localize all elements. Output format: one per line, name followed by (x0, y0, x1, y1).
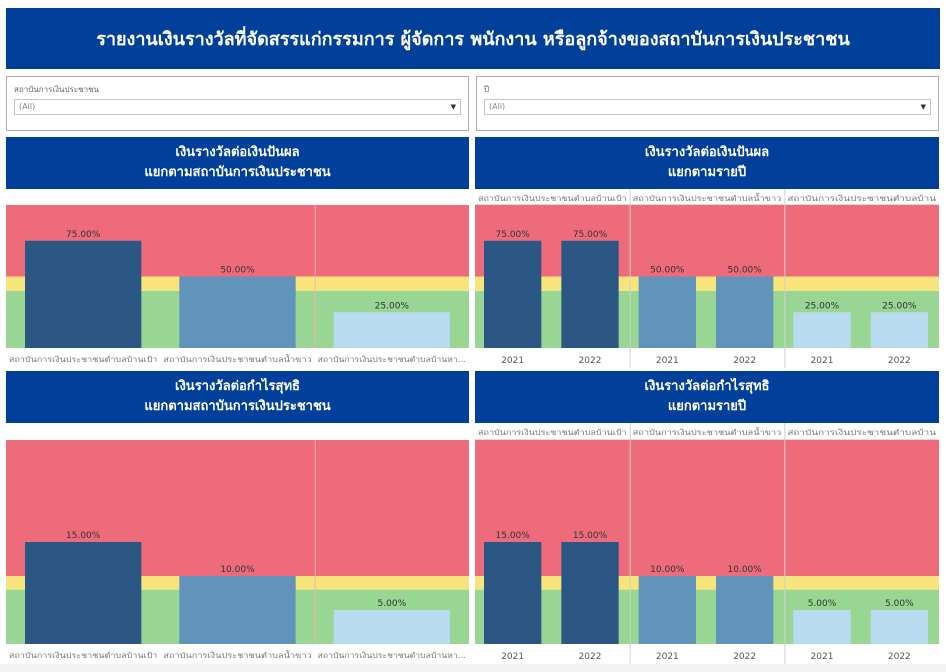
bar-value-label: 25.00% (882, 301, 917, 311)
chart-netprofit-by-year: สถาบันการเงินประชาชนตำบลบ้านเป้า สถาบันกา… (475, 423, 939, 664)
panel-title: เงินรางวัลต่อกำไรสุทธิ แยกตามสถาบันการเง… (6, 371, 469, 423)
bar-value-label: 5.00% (378, 599, 407, 609)
x-tick-label: สถาบันการเงินประชาชนตำบลบ้านหา... (318, 355, 466, 364)
panel-title: เงินรางวัลต่อเงินปันผล แยกตามรายปี (475, 137, 939, 189)
group-header-label: สถาบันการเงินประชาชนตำบลบ้าน (787, 428, 936, 437)
bar-value-label: 10.00% (650, 565, 685, 575)
chart-title: เงินรางวัลต่อเงินปันผล (644, 145, 770, 160)
x-tick-label: สถาบันการเงินประชาชนตำบลน้ำขาว (163, 354, 311, 364)
bar (716, 276, 774, 348)
chart-dividend-by-institution: 75.00% สถาบันการเงินประชาชนตำบลบ้านเป้า 50… (6, 205, 469, 364)
bar (333, 610, 450, 644)
bar (25, 542, 142, 644)
x-tick-label: 2022 (888, 652, 911, 662)
bar (638, 276, 696, 348)
x-tick-label: 2022 (733, 356, 756, 366)
chart-subtitle: แยกตามรายปี (667, 165, 747, 180)
footer-strip (0, 664, 946, 672)
bar-value-label: 10.00% (220, 565, 255, 575)
x-tick-label: 2022 (579, 356, 602, 366)
x-tick-label: 2021 (501, 356, 524, 366)
year-filter: ปี (All) ▼ (476, 76, 939, 131)
bar-value-label: 10.00% (728, 565, 763, 575)
bar-value-label: 75.00% (496, 230, 531, 240)
panel-title: เงินรางวัลต่อเงินปันผล แยกตามสถาบันการเง… (6, 137, 469, 189)
group-header-label: สถาบันการเงินประชาชนตำบลบ้านเป้า (478, 428, 627, 437)
x-tick-label: สถาบันการเงินประชาชนตำบลบ้านหา... (318, 651, 466, 660)
panel-title: เงินรางวัลต่อกำไรสุทธิ แยกตามรายปี (475, 371, 939, 423)
x-tick-label: 2021 (656, 652, 679, 662)
x-tick-label: 2021 (811, 356, 834, 366)
report-title-banner: รายงานเงินรางวัลที่จัดสรรแก่กรรมการ ผู้จ… (6, 8, 940, 69)
dropdown-arrow-icon[interactable]: ▼ (920, 103, 926, 111)
bar (179, 576, 296, 644)
panel-netprofit-by-institution: เงินรางวัลต่อกำไรสุทธิ แยกตามสถาบันการเง… (6, 371, 469, 664)
year-filter-select[interactable]: (All) ▼ (484, 99, 931, 115)
x-tick-label: 2022 (579, 652, 602, 662)
x-tick-label: 2021 (501, 652, 524, 662)
band-red (475, 440, 939, 576)
chart-title: เงินรางวัลต่อเงินปันผล (175, 145, 300, 160)
bar (484, 240, 542, 348)
x-tick-label: 2022 (733, 652, 756, 662)
bar (561, 240, 619, 348)
panel-dividend-by-year: เงินรางวัลต่อเงินปันผล แยกตามรายปี สถาบั… (475, 137, 939, 369)
group-header-label: สถาบันการเงินประชาชนตำบลน้ำขาว (633, 193, 782, 203)
bar-value-label: 25.00% (805, 301, 840, 311)
group-header-label: สถาบันการเงินประชาชนตำบลบ้านเป้า (478, 194, 627, 203)
panel-dividend-by-institution: เงินรางวัลต่อเงินปันผล แยกตามสถาบันการเง… (6, 137, 469, 369)
bar (333, 312, 450, 348)
chart-dividend-by-year: สถาบันการเงินประชาชนตำบลบ้านเป้า สถาบันกา… (475, 189, 939, 368)
bar-value-label: 15.00% (496, 531, 531, 541)
bar (870, 610, 928, 644)
bar-value-label: 15.00% (573, 531, 608, 541)
bar (561, 542, 619, 644)
institution-filter-value: (All) (19, 102, 36, 111)
bar (716, 576, 774, 644)
year-filter-value: (All) (489, 102, 506, 111)
bar-value-label: 50.00% (728, 266, 763, 276)
bar-value-label: 5.00% (885, 599, 914, 609)
group-header-label: สถาบันการเงินประชาชนตำบลน้ำขาว (633, 427, 782, 437)
x-tick-label: 2021 (656, 356, 679, 366)
panel-netprofit-by-year: เงินรางวัลต่อกำไรสุทธิ แยกตามรายปี สถาบั… (475, 371, 939, 664)
bar (484, 542, 542, 644)
band-green (475, 290, 939, 348)
x-tick-label: 2022 (888, 356, 911, 366)
chart-subtitle: แยกตามสถาบันการเงินประชาชน (144, 399, 331, 414)
band-green (475, 589, 939, 644)
x-tick-label: สถาบันการเงินประชาชนตำบลน้ำขาว (163, 650, 311, 660)
x-tick-label: สถาบันการเงินประชาชนตำบลบ้านเป้า (9, 355, 157, 364)
chart-subtitle: แยกตามสถาบันการเงินประชาชน (144, 165, 331, 180)
bar-value-label: 75.00% (573, 230, 608, 240)
band-yellow (475, 576, 939, 590)
report-title: รายงานเงินรางวัลที่จัดสรรแก่กรรมการ ผู้จ… (96, 29, 850, 50)
bar (870, 312, 928, 348)
dropdown-arrow-icon[interactable]: ▼ (450, 103, 456, 111)
bar-value-label: 15.00% (66, 531, 101, 541)
chart-title: เงินรางวัลต่อกำไรสุทธิ (644, 379, 770, 394)
bar-value-label: 25.00% (375, 301, 410, 311)
band-yellow (475, 276, 939, 291)
bar-value-label: 50.00% (650, 266, 685, 276)
bar (25, 240, 142, 348)
chart-subtitle: แยกตามรายปี (667, 399, 747, 414)
bar-value-label: 75.00% (66, 230, 101, 240)
bar (638, 576, 696, 644)
chart-title: เงินรางวัลต่อกำไรสุทธิ (175, 379, 300, 394)
institution-filter: สถาบันการเงินประชาชน (All) ▼ (6, 76, 469, 131)
bar (179, 276, 296, 348)
bar-value-label: 5.00% (808, 599, 837, 609)
chart-netprofit-by-institution: 15.00% สถาบันการเงินประชาชนตำบลบ้านเป้า 10… (6, 440, 469, 660)
x-tick-label: 2021 (811, 652, 834, 662)
bar-value-label: 50.00% (220, 266, 255, 276)
bar (793, 610, 851, 644)
band-red (475, 205, 939, 277)
group-header-label: สถาบันการเงินประชาชนตำบลบ้าน (787, 194, 936, 203)
institution-filter-label: สถาบันการเงินประชาชน (14, 85, 99, 94)
year-filter-label: ปี (484, 85, 490, 94)
bar (793, 312, 851, 348)
institution-filter-select[interactable]: (All) ▼ (14, 99, 461, 115)
x-tick-label: สถาบันการเงินประชาชนตำบลบ้านเป้า (9, 651, 157, 660)
